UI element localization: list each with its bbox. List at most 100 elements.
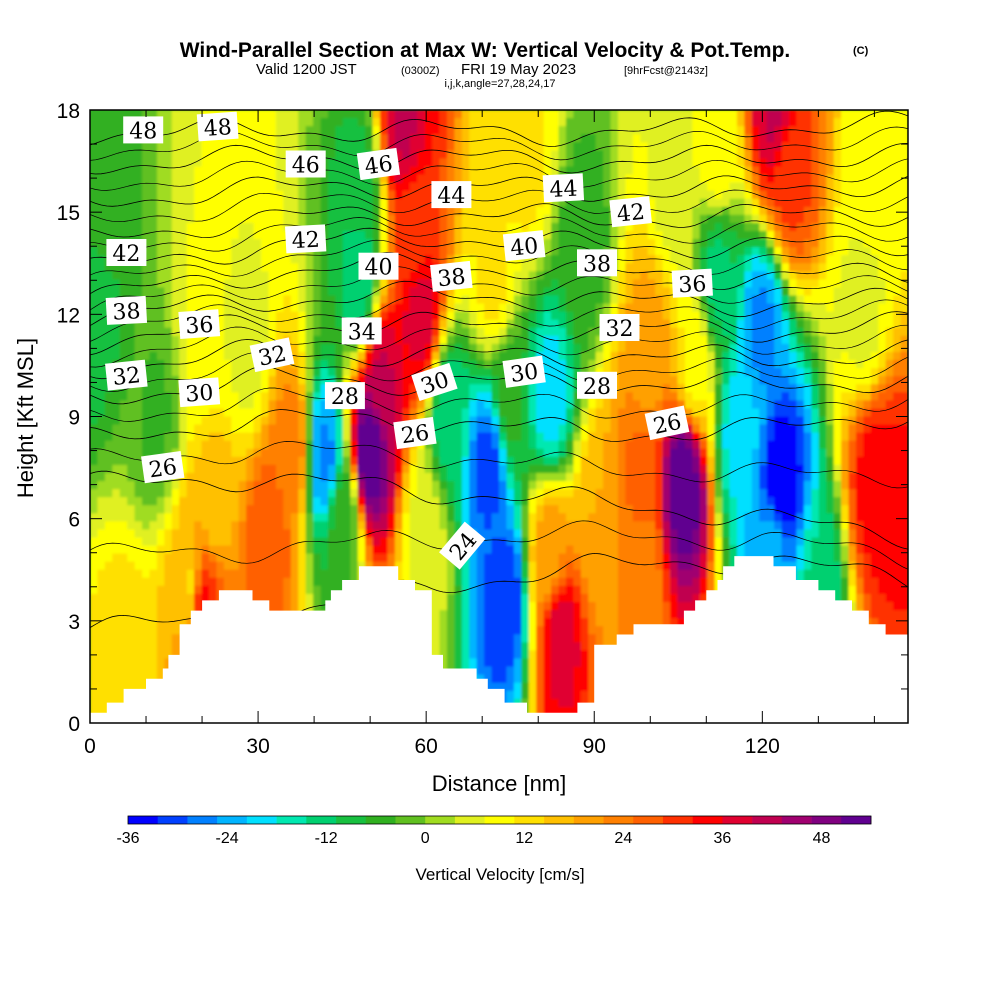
velocity-cell bbox=[893, 456, 902, 466]
velocity-cell bbox=[253, 206, 262, 216]
velocity-cell bbox=[736, 142, 745, 151]
velocity-cell bbox=[357, 424, 366, 434]
velocity-cell bbox=[432, 335, 441, 345]
velocity-cell bbox=[543, 368, 552, 377]
velocity-cell bbox=[707, 150, 716, 159]
velocity-cell bbox=[692, 255, 701, 264]
velocity-cell bbox=[736, 206, 745, 216]
velocity-cell bbox=[320, 182, 329, 192]
velocity-cell bbox=[662, 247, 671, 256]
velocity-cell bbox=[722, 424, 731, 434]
velocity-cell bbox=[246, 222, 255, 232]
velocity-cell bbox=[803, 263, 812, 272]
velocity-cell bbox=[350, 368, 359, 377]
velocity-cell bbox=[640, 118, 649, 127]
velocity-cell bbox=[811, 400, 820, 410]
velocity-cell bbox=[290, 134, 299, 143]
velocity-cell bbox=[305, 343, 314, 353]
velocity-cell bbox=[759, 327, 768, 337]
velocity-cell bbox=[186, 456, 195, 466]
velocity-cell bbox=[662, 198, 671, 208]
velocity-cell bbox=[766, 343, 775, 353]
velocity-cell bbox=[394, 190, 403, 200]
velocity-cell bbox=[90, 134, 99, 143]
velocity-cell bbox=[818, 150, 827, 159]
velocity-cell bbox=[342, 182, 351, 192]
velocity-cell bbox=[588, 335, 597, 345]
velocity-cell bbox=[97, 142, 106, 151]
velocity-cell bbox=[216, 230, 225, 240]
velocity-cell bbox=[670, 190, 679, 200]
velocity-cell bbox=[499, 174, 508, 184]
velocity-cell bbox=[766, 464, 775, 474]
velocity-cell bbox=[744, 118, 753, 127]
velocity-cell bbox=[528, 384, 537, 393]
velocity-cell bbox=[595, 360, 604, 369]
velocity-cell bbox=[261, 295, 270, 305]
velocity-cell bbox=[521, 416, 530, 426]
velocity-cell bbox=[335, 150, 344, 159]
velocity-cell bbox=[744, 432, 753, 442]
velocity-cell bbox=[766, 214, 775, 224]
velocity-cell bbox=[446, 295, 455, 305]
velocity-cell bbox=[789, 255, 798, 264]
velocity-cell bbox=[298, 319, 307, 329]
velocity-cell bbox=[707, 360, 716, 369]
velocity-cell bbox=[625, 416, 634, 426]
velocity-cell bbox=[885, 271, 894, 280]
velocity-cell bbox=[655, 400, 664, 410]
velocity-cell bbox=[900, 150, 908, 159]
velocity-cell bbox=[432, 416, 441, 426]
velocity-cell bbox=[283, 134, 292, 143]
velocity-cell bbox=[543, 432, 552, 442]
velocity-cell bbox=[268, 247, 277, 256]
velocity-cell bbox=[469, 343, 478, 353]
velocity-cell bbox=[499, 303, 508, 313]
velocity-cell bbox=[417, 303, 426, 313]
velocity-cell bbox=[469, 416, 478, 426]
velocity-cell bbox=[803, 456, 812, 466]
velocity-cell bbox=[119, 271, 128, 280]
velocity-cell bbox=[640, 247, 649, 256]
velocity-cell bbox=[127, 271, 136, 280]
velocity-cell bbox=[446, 424, 455, 434]
velocity-cell bbox=[275, 472, 284, 482]
velocity-cell bbox=[454, 464, 463, 474]
velocity-cell bbox=[506, 464, 515, 474]
velocity-cell bbox=[751, 271, 760, 280]
velocity-cell bbox=[885, 319, 894, 329]
velocity-cell bbox=[662, 118, 671, 127]
velocity-cell bbox=[565, 263, 574, 272]
velocity-cell bbox=[714, 408, 723, 418]
velocity-cell bbox=[729, 327, 738, 337]
velocity-cell bbox=[855, 174, 864, 184]
velocity-cell bbox=[766, 384, 775, 393]
velocity-cell bbox=[216, 190, 225, 200]
velocity-cell bbox=[610, 239, 619, 248]
velocity-cell bbox=[714, 287, 723, 297]
velocity-cell bbox=[573, 134, 582, 143]
velocity-cell bbox=[491, 158, 500, 168]
velocity-cell bbox=[528, 456, 537, 466]
velocity-cell bbox=[625, 295, 634, 305]
velocity-cell bbox=[662, 126, 671, 135]
velocity-cell bbox=[617, 230, 627, 240]
velocity-cell bbox=[216, 327, 225, 337]
velocity-cell bbox=[305, 287, 314, 297]
velocity-cell bbox=[409, 255, 418, 264]
velocity-cell bbox=[759, 440, 768, 450]
velocity-cell bbox=[781, 384, 790, 393]
velocity-cell bbox=[104, 392, 113, 401]
velocity-cell bbox=[655, 263, 664, 272]
velocity-cell bbox=[432, 214, 441, 224]
velocity-cell bbox=[714, 263, 723, 272]
velocity-cell bbox=[878, 142, 887, 151]
velocity-cell bbox=[670, 198, 679, 208]
velocity-cell bbox=[320, 271, 329, 280]
velocity-cell bbox=[617, 360, 627, 369]
velocity-cell bbox=[640, 182, 649, 192]
velocity-cell bbox=[454, 432, 463, 442]
velocity-cell bbox=[588, 311, 597, 321]
velocity-cell bbox=[647, 263, 656, 272]
velocity-cell bbox=[595, 351, 604, 361]
